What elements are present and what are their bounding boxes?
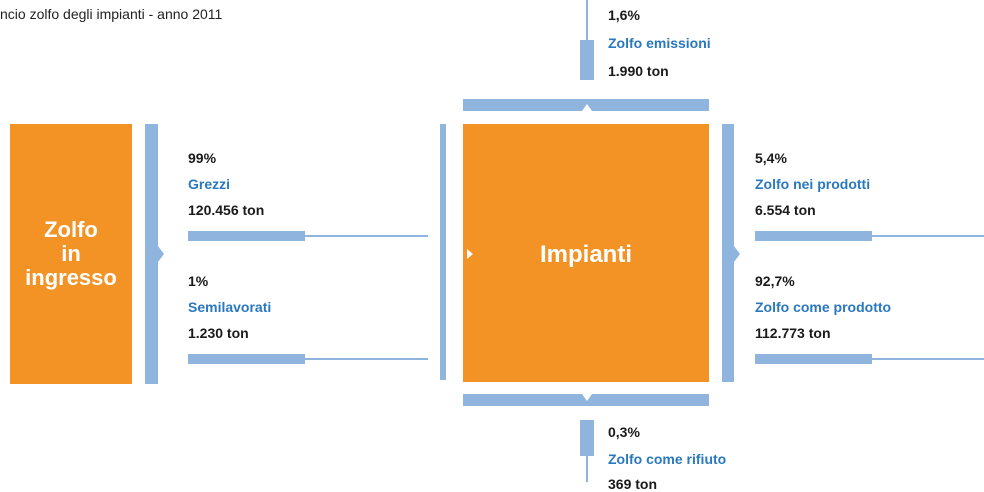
amount: 6.554 ton	[755, 202, 816, 218]
input-box	[10, 124, 132, 384]
percent: 5,4%	[755, 150, 787, 166]
flow-name: Zolfo nei prodotti	[755, 176, 870, 192]
connector	[463, 394, 709, 406]
flow-bar	[580, 40, 594, 80]
flow-bar	[580, 420, 594, 456]
amount: 112.773 ton	[755, 325, 831, 341]
percent: 1,6%	[608, 7, 640, 23]
flow-bar	[188, 231, 305, 241]
connector	[463, 99, 709, 111]
percent: 92,7%	[755, 273, 795, 289]
percent: 1%	[188, 273, 209, 289]
title: ncio zolfo degli impianti - anno 2011	[0, 6, 223, 22]
arrow	[467, 249, 473, 259]
percent: 99%	[188, 150, 217, 166]
flow-name: Zolfo come rifiuto	[608, 451, 726, 467]
arrow	[582, 104, 592, 111]
amount: 1.230 ton	[188, 325, 249, 341]
flow-name: Semilavorati	[188, 299, 271, 315]
flow-bar	[188, 354, 305, 364]
amount: 120.456 ton	[188, 202, 264, 218]
box-label: Impianti	[540, 241, 632, 268]
connector	[145, 124, 158, 384]
arrow	[582, 394, 592, 401]
connector	[722, 124, 734, 382]
flow-name: Zolfo emissioni	[608, 35, 711, 51]
box-label: in	[61, 241, 81, 266]
box-label: ingresso	[25, 265, 117, 290]
arrow	[734, 246, 740, 262]
plant-box	[463, 124, 709, 382]
box-label: Zolfo	[44, 217, 98, 242]
percent: 0,3%	[608, 424, 640, 440]
flow-name: Zolfo come prodotto	[755, 299, 891, 315]
arrow	[582, 92, 592, 99]
connector	[440, 124, 446, 380]
amount: 369 ton	[608, 476, 657, 492]
amount: 1.990 ton	[608, 63, 669, 79]
flow-bar	[755, 231, 872, 241]
flow-name: Grezzi	[188, 176, 230, 192]
flow-bar	[755, 354, 872, 364]
arrow	[158, 246, 164, 262]
